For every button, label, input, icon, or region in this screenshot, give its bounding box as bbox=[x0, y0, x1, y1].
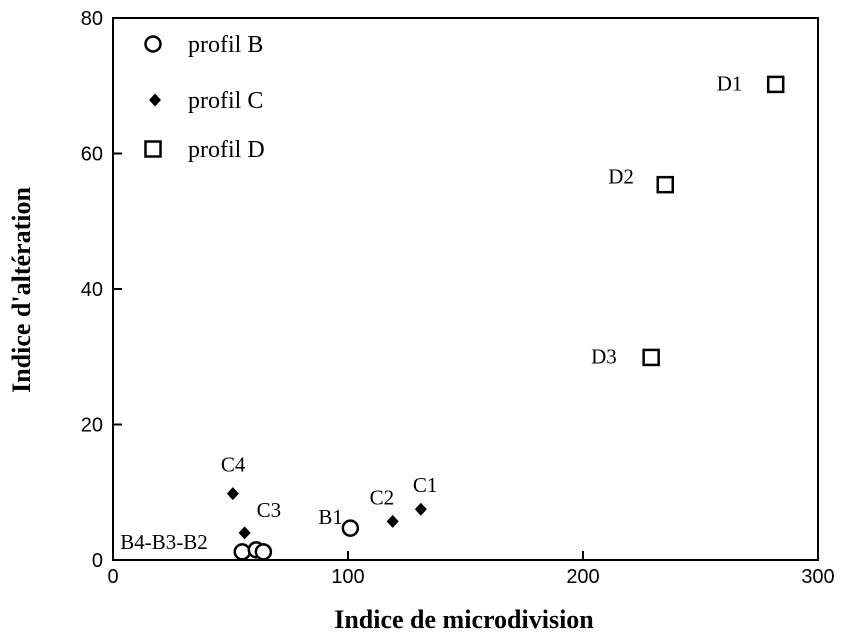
x-tick-label-0: 0 bbox=[107, 566, 118, 588]
point-label-d3: D3 bbox=[591, 344, 617, 368]
legend-marker-profil-d bbox=[144, 140, 162, 158]
profil-b-point-3 bbox=[254, 543, 273, 561]
legend-marker-profil-c bbox=[149, 93, 161, 107]
y-tick-label-3: 60 bbox=[81, 144, 103, 166]
profil-b-point-1 bbox=[233, 543, 251, 561]
point-labels: B1 B4-B3-B2 C1 C2 C3 C4 D1 D2 D3 bbox=[120, 71, 742, 553]
x-tick-label-2: 200 bbox=[566, 566, 599, 588]
point-label-d2: D2 bbox=[608, 165, 634, 189]
profil-c-point-3 bbox=[226, 487, 239, 501]
legend-marker-profil-b bbox=[144, 35, 162, 53]
point-label-c4: C4 bbox=[221, 453, 246, 477]
x-tick-label-1: 100 bbox=[331, 566, 364, 588]
legend-label-profil-b: profil B bbox=[188, 32, 263, 58]
point-label-b4-b3-b2: B4-B3-B2 bbox=[120, 530, 208, 554]
profil-b-point-0 bbox=[341, 519, 360, 537]
y-tick-label-4: 80 bbox=[81, 8, 103, 30]
point-label-c3: C3 bbox=[257, 498, 282, 522]
profil-d-point-0 bbox=[766, 75, 785, 94]
x-axis-title: Indice de microdivision bbox=[334, 605, 594, 634]
profil-c-point-1 bbox=[386, 514, 399, 528]
y-tick-label-2: 40 bbox=[81, 279, 103, 301]
profil-d-point-2 bbox=[642, 348, 660, 367]
point-label-d1: D1 bbox=[717, 71, 743, 95]
profil-c-point-2 bbox=[238, 526, 251, 540]
point-label-c1: C1 bbox=[413, 473, 438, 497]
profil-d-point-1 bbox=[656, 175, 674, 194]
y-tick-label-0: 0 bbox=[92, 550, 103, 572]
legend-label-profil-d: profil D bbox=[188, 137, 265, 163]
legend-label-profil-c: profil C bbox=[188, 88, 263, 114]
point-label-b1: B1 bbox=[318, 505, 343, 529]
y-axis-title: Indice d'altération bbox=[7, 187, 36, 393]
legend: profil B profil C profil D bbox=[144, 32, 265, 163]
point-label-c2: C2 bbox=[370, 485, 395, 509]
x-tick-label-3: 300 bbox=[801, 566, 834, 588]
data-points bbox=[226, 75, 785, 561]
axis-ticks: 0 100 200 300 0 20 40 60 80 bbox=[81, 8, 835, 588]
profil-c-point-0 bbox=[414, 502, 427, 516]
y-tick-label-1: 20 bbox=[81, 415, 103, 437]
